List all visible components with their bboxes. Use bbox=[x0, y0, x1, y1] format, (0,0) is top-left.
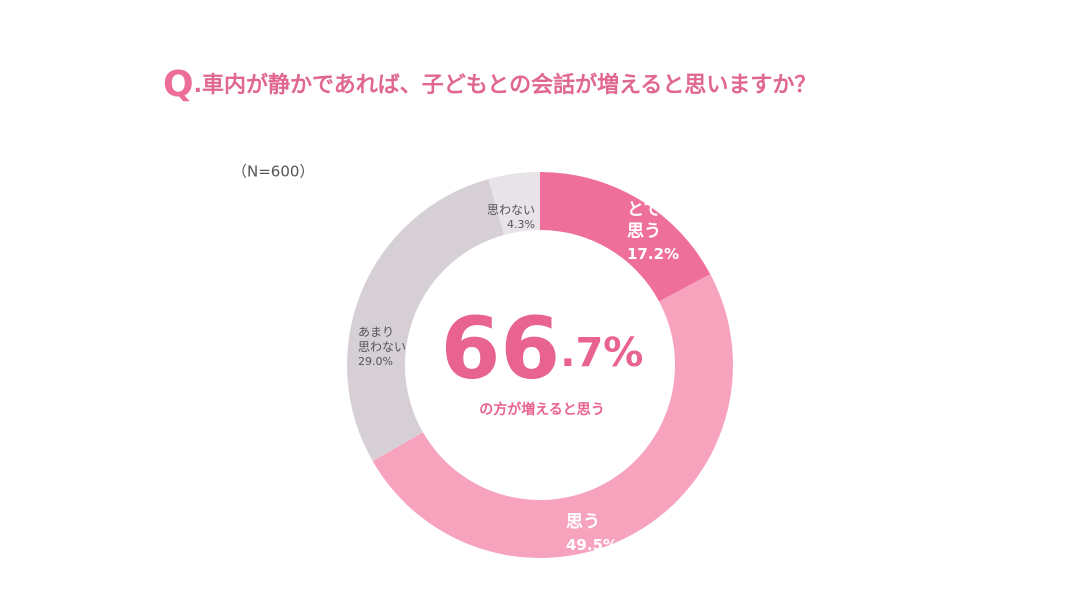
segment-label: 思う bbox=[566, 512, 600, 532]
chart-title: Q.車内が静かであれば、子どもとの会話が増えると思いますか？ bbox=[163, 64, 816, 105]
donut-segment bbox=[347, 179, 504, 462]
segment-label: とても思う bbox=[627, 200, 677, 241]
center-caption: の方が増えると思う bbox=[479, 401, 605, 418]
value-label: 49.5% bbox=[566, 536, 618, 554]
center-value: 66.7% bbox=[441, 299, 644, 399]
value-label: 17.2% bbox=[627, 245, 679, 263]
donut-segment bbox=[372, 274, 733, 558]
value-label: 4.3% bbox=[507, 218, 535, 231]
value-label: 29.0% bbox=[358, 355, 393, 368]
segment-label: あまり思わない bbox=[358, 325, 406, 354]
chart-subtitle: （N=600） bbox=[232, 163, 314, 181]
donut-segment bbox=[540, 172, 711, 302]
donut-segment bbox=[488, 172, 540, 235]
segment-label: 思わない bbox=[487, 203, 535, 217]
